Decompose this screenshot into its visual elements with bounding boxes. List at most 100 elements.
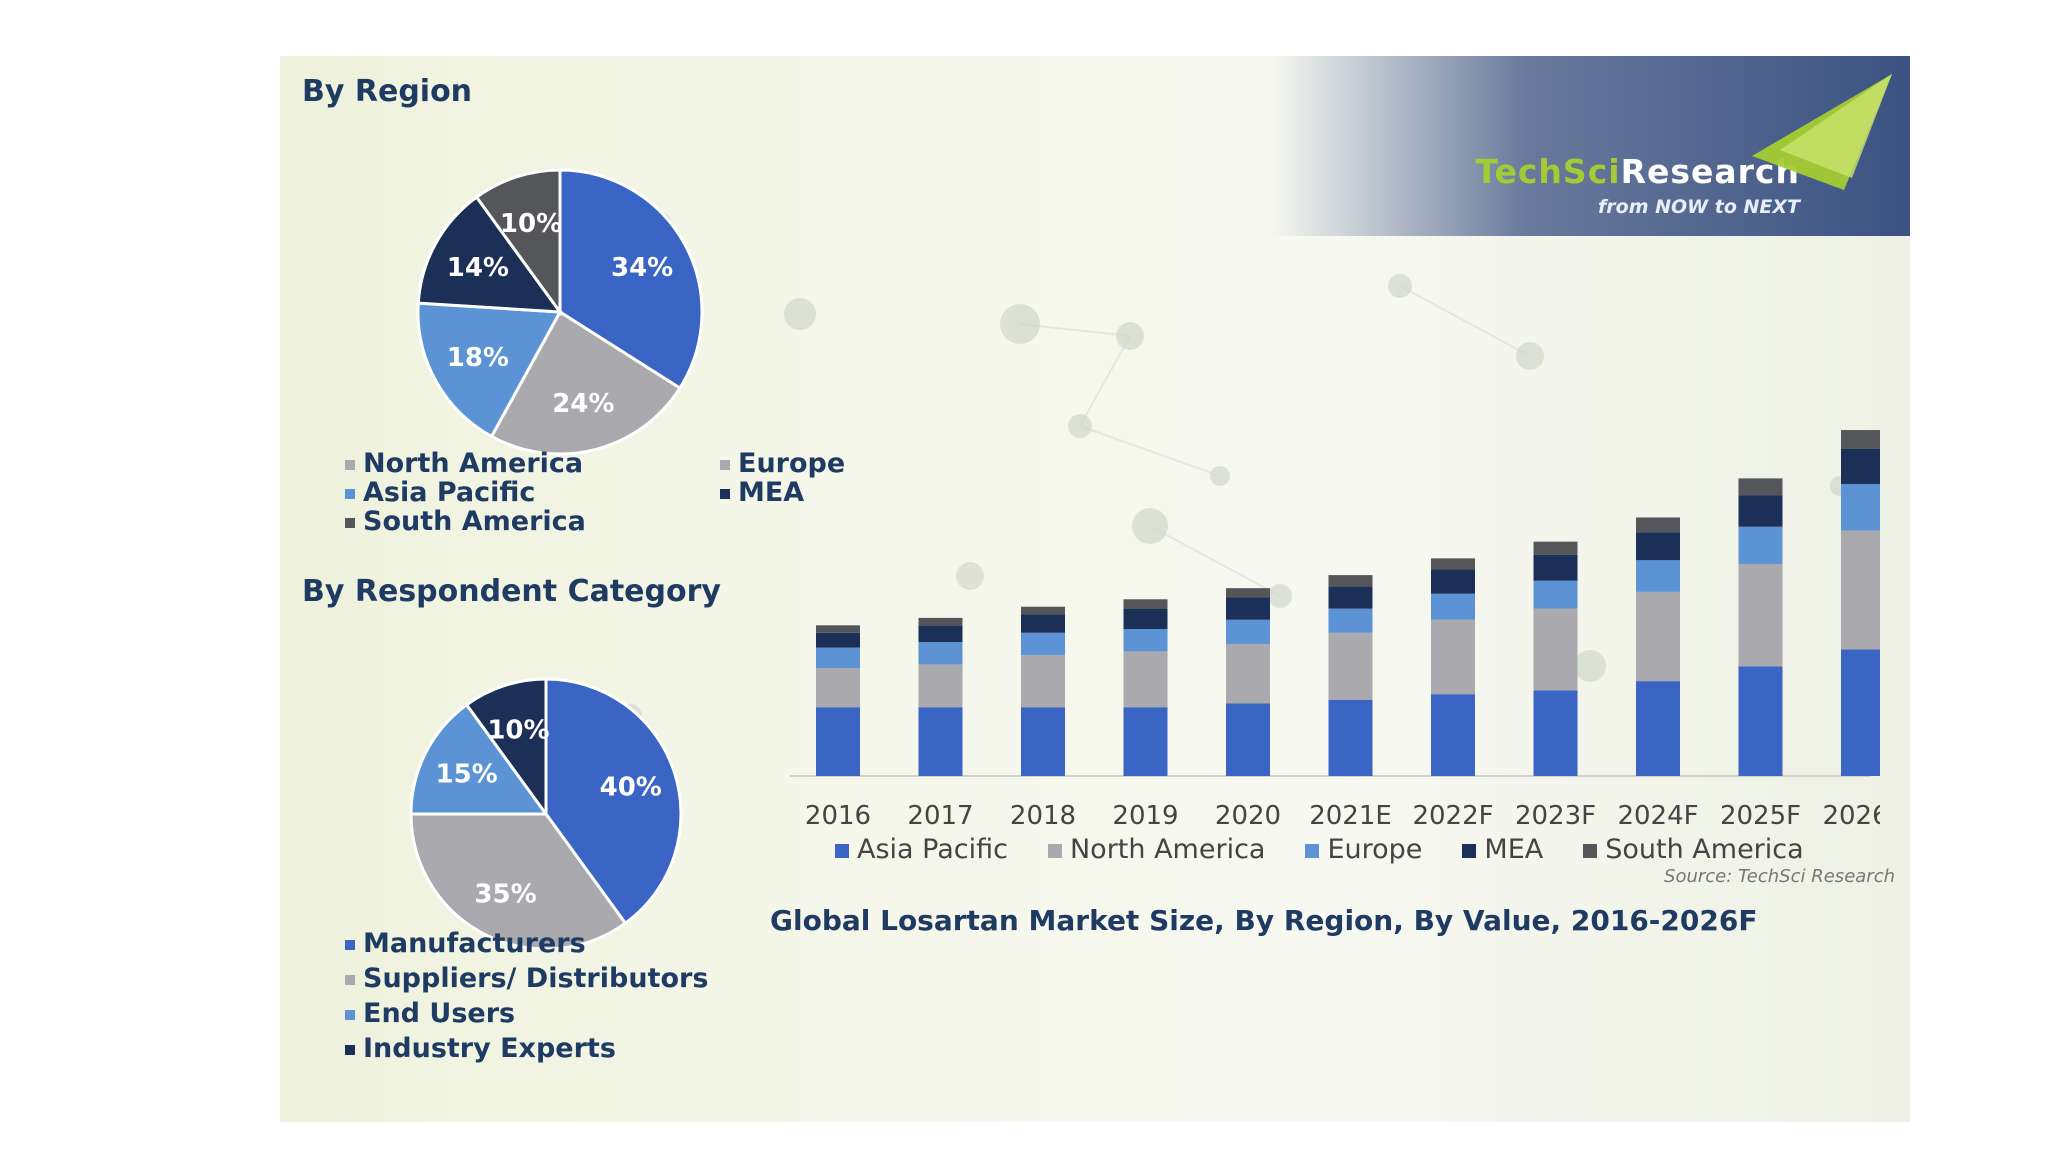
- bar-legend-europe: Europe: [1305, 834, 1422, 865]
- bar-2016-europe: [816, 647, 860, 669]
- bar-2023f-south-america: [1533, 541, 1578, 555]
- bar-2017-mea: [918, 625, 963, 643]
- manufacturers-swatch-icon: [345, 939, 355, 950]
- bar-2024f-asia-pacific: [1636, 681, 1680, 776]
- bar-2021e-europe: [1328, 608, 1373, 633]
- bar-2017-south-america: [918, 617, 963, 626]
- bar-2023f-europe: [1533, 580, 1578, 609]
- asia-pacific-swatch-icon: [835, 843, 849, 858]
- region-legend-mea: MEA: [720, 477, 804, 508]
- bar-legend-asia-pacific: Asia Pacific: [835, 834, 1008, 865]
- x-tick-label-2016: 2016: [805, 801, 871, 831]
- respondent-legend-industry-experts: Industry Experts: [345, 1033, 616, 1064]
- bar-2023f-asia-pacific: [1533, 690, 1578, 776]
- bar-legend-south-america: South America: [1583, 834, 1804, 865]
- bar-2026f-europe: [1841, 483, 1880, 531]
- region-legend-north-america: North America: [345, 448, 583, 479]
- x-tick-label-2019: 2019: [1112, 801, 1178, 831]
- bar-2020-mea: [1226, 597, 1270, 620]
- pie-label-industry-experts: 10%: [487, 715, 549, 745]
- bar-2019-north-america: [1123, 651, 1168, 708]
- infographic-panel: TechSciResearch from NOW to NEXT: [280, 56, 1910, 1122]
- bar-2024f-north-america: [1636, 591, 1680, 682]
- brand-logo: TechSciResearch: [1475, 152, 1800, 191]
- bar-2017-asia-pacific: [918, 707, 963, 776]
- region-pie-chart: 34% 24% 18% 14% 10%: [416, 168, 704, 456]
- bar-2025f-asia-pacific: [1738, 666, 1783, 776]
- pie-label-europe: 18%: [447, 343, 509, 373]
- respondent-pie-chart: 40% 35% 15% 10%: [409, 677, 683, 951]
- pie-slice-mea: [416, 195, 564, 314]
- bar-2016-north-america: [816, 668, 860, 708]
- pie-slice-end-users: [409, 702, 549, 816]
- respondent-section-title: By Respondent Category: [302, 574, 721, 609]
- brand-tagline: from NOW to NEXT: [1598, 196, 1800, 218]
- bar-2020-europe: [1226, 619, 1270, 644]
- pie-slice-south-america: [474, 168, 562, 317]
- x-tick-label-2020: 2020: [1215, 801, 1281, 831]
- bar-2020-north-america: [1226, 643, 1270, 704]
- logo-banner: TechSciResearch from NOW to NEXT: [1270, 56, 1910, 236]
- bar-2025f-europe: [1738, 526, 1783, 564]
- bar-2022f-mea: [1431, 569, 1475, 594]
- mea-swatch-icon: [720, 488, 730, 499]
- bar-2023f-north-america: [1533, 608, 1578, 691]
- x-tick-label-2021e: 2021E: [1309, 801, 1392, 831]
- bar-2022f-europe: [1431, 593, 1475, 620]
- pie-slice-europe: [416, 301, 563, 439]
- bar-2022f-north-america: [1431, 619, 1475, 695]
- industry-experts-swatch-icon: [345, 1044, 355, 1055]
- respondent-legend-manufacturers: Manufacturers: [345, 928, 586, 959]
- pie-label-suppliers-distributors: 35%: [474, 879, 536, 909]
- bar-2018-mea: [1021, 614, 1065, 633]
- bar-2018-south-america: [1021, 606, 1065, 615]
- europe-swatch-icon: [1305, 843, 1320, 858]
- region-legend-asia-pacific: Asia Pacific: [345, 477, 535, 508]
- region-legend-south-america: South America: [345, 506, 586, 537]
- pie-label-south-america: 10%: [500, 209, 562, 239]
- logo-swoosh-icon: [1752, 74, 1892, 190]
- bar-2018-north-america: [1021, 655, 1065, 708]
- bar-2024f-south-america: [1636, 517, 1680, 533]
- pie-label-end-users: 15%: [435, 760, 497, 790]
- bar-2020-south-america: [1226, 588, 1270, 598]
- respondent-legend-suppliers: Suppliers/ Distributors: [345, 963, 708, 994]
- pie-slice-north-america: [489, 309, 682, 456]
- region-legend-europe: Europe: [720, 448, 845, 479]
- bar-2016-south-america: [816, 625, 860, 633]
- bar-legend-mea: MEA: [1462, 834, 1543, 865]
- pie-slice-suppliers-distributors: [409, 812, 628, 951]
- bar-2025f-south-america: [1738, 478, 1783, 496]
- bar-2019-mea: [1123, 608, 1168, 630]
- bar-2019-asia-pacific: [1123, 707, 1168, 776]
- bar-2021e-mea: [1328, 586, 1373, 609]
- europe-swatch-icon: [720, 459, 730, 470]
- bar-2024f-mea: [1636, 532, 1680, 561]
- bar-2026f-south-america: [1841, 430, 1880, 449]
- bar-2019-south-america: [1123, 599, 1168, 609]
- pie-label-asia-pacific: 34%: [611, 253, 673, 283]
- pie-slice-manufacturers: [544, 677, 683, 926]
- brand-name-part1: TechSci: [1475, 152, 1621, 191]
- bar-2018-asia-pacific: [1021, 707, 1065, 776]
- x-tick-label-2026f: 2026F: [1822, 801, 1880, 831]
- end-users-swatch-icon: [345, 1009, 355, 1020]
- bar-chart-legend: Asia Pacific North America Europe MEA So…: [835, 834, 1804, 865]
- region-section-title: By Region: [302, 74, 473, 109]
- bar-2018-europe: [1021, 632, 1065, 656]
- bar-2021e-south-america: [1328, 575, 1373, 587]
- bar-2016-asia-pacific: [816, 707, 860, 776]
- bar-2024f-europe: [1636, 560, 1680, 592]
- asia-pacific-swatch-icon: [345, 488, 355, 499]
- bar-2025f-mea: [1738, 495, 1783, 527]
- bar-chart-title: Global Losartan Market Size, By Region, …: [770, 904, 1758, 937]
- pie-label-mea: 14%: [447, 253, 509, 283]
- bar-2022f-asia-pacific: [1431, 694, 1475, 776]
- bar-2017-europe: [918, 642, 963, 665]
- bar-2019-europe: [1123, 629, 1168, 652]
- south-america-swatch-icon: [345, 517, 355, 528]
- bar-2017-north-america: [918, 664, 963, 708]
- x-tick-label-2017: 2017: [907, 801, 973, 831]
- north-america-swatch-icon: [1047, 843, 1062, 858]
- respondent-legend-end-users: End Users: [345, 998, 515, 1029]
